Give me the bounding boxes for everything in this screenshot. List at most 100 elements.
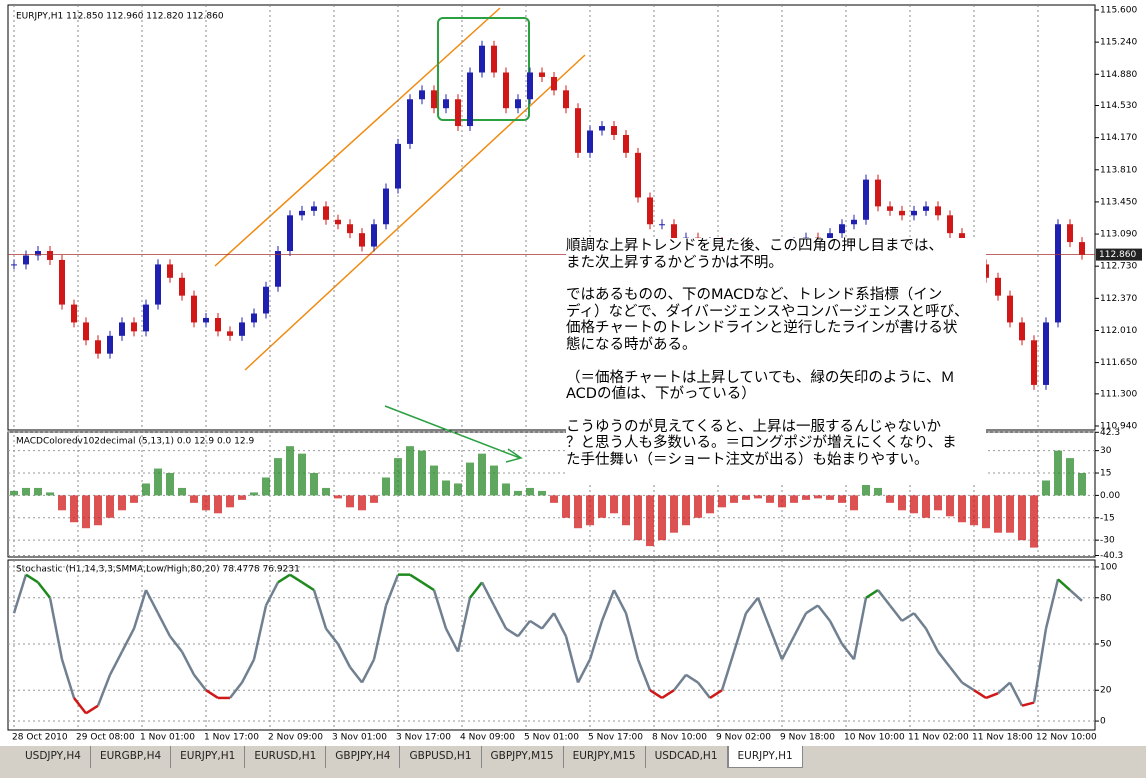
candle [551,76,557,91]
y-tick-label: -30 [1100,536,1115,546]
symbol-tab[interactable]: EURJPY,H1 [727,746,803,768]
macd-bar [58,495,66,511]
stoch-segment [973,689,987,699]
macd-bar [538,490,546,496]
y-tick-label: 112.730 [1100,262,1137,272]
macd-bar [346,495,354,508]
macd-bar [406,446,414,496]
stoch-segment [732,612,748,653]
macd-bar [706,495,714,514]
stoch-segment [889,604,903,622]
symbol-tab[interactable]: USDCAD,H1 [645,746,728,768]
candle [239,322,245,336]
macd-bar [166,473,174,496]
candle [575,108,581,153]
x-tick-label: 29 Oct 08:00 [76,733,135,743]
stoch-segment [937,650,951,668]
macd-bar [754,495,762,499]
candle [35,251,41,256]
stoch-segment [1069,589,1083,602]
macd-bar [910,495,918,514]
annotation-line: （＝価格チャートは上昇していても、緑の矢印のように、Ｍ [566,369,955,386]
y-tick-label: -40.3 [1100,551,1123,561]
annotation-line: た手仕舞い（＝ショート注文が出る）も始まりやすい。 [566,451,929,468]
stoch-segment [697,681,711,699]
candle [1043,322,1049,385]
stoch-segment [576,658,592,684]
candle [467,72,473,127]
tab-bar: USDJPY,H4 EURGBP,H4 EURJPY,H1 EURUSD,H1 GBPJ… [0,746,1146,768]
candle [383,188,389,225]
symbol-tab[interactable]: EURGBP,H4 [90,746,172,768]
candle [995,277,1001,296]
stoch-segment [564,635,580,683]
macd-bar [250,492,258,496]
annotation-line: ではあるものの、下のMACDなど、トレンド系指標（イン [566,287,943,304]
macd-bar [70,495,78,523]
macd-bar [130,495,138,503]
candle [947,215,953,234]
stoch-segment [264,581,280,607]
macd-bar [718,495,726,508]
stoch-segment [541,612,555,630]
y-tick-label: 42.3 [1100,428,1120,438]
symbol-tab[interactable]: USDJPY,H4 [16,746,91,768]
stoch-segment [193,674,207,692]
candle [935,206,941,216]
channel-line [214,7,501,267]
symbol-tab[interactable]: EURJPY,M15 [563,746,646,768]
macd-bar [478,453,486,496]
annotation-paragraph: （＝価格チャートは上昇していても、緑の矢印のように、Ｍ ACDの値は、下がっている… [566,370,986,403]
macd-bar [922,495,930,518]
stoch-segment [469,581,483,599]
annotation-line: ？と思う人も多数いる。＝ロングポジが増えにくくなり、ま [566,435,957,452]
candle [851,219,857,225]
x-tick-label: 4 Nov 09:00 [460,733,515,743]
stoch-segment [252,605,268,660]
x-tick-label: 28 Oct 2010 [12,733,68,743]
stoch-segment [205,689,219,699]
y-tick-label: 110.940 [1100,421,1137,431]
y-tick-label: 111.300 [1100,389,1137,399]
stoch-segment [865,589,879,599]
candle [899,210,905,216]
macd-bar [874,487,882,496]
macd-bar [1066,458,1074,496]
macd-bar [202,495,210,511]
stoch-segment [624,612,640,660]
stoch-segment [841,643,855,661]
stoch-segment [37,581,51,599]
candle [263,286,269,314]
symbol-tab[interactable]: GBPJPY,H4 [326,746,401,768]
macd-bar [502,483,510,496]
price-title: EURJPY,H1 112.850 112.960 112.820 112.86… [16,12,224,22]
symbol-tab[interactable]: GBPUSD,H1 [400,746,482,768]
symbol-tab[interactable]: EURUSD,H1 [245,746,327,768]
macd-bar [634,495,642,541]
stoch-segment [780,635,796,660]
candle [407,99,413,144]
candle [227,331,233,336]
stoch-segment [600,589,616,622]
stoch-segment [108,651,124,676]
macd-bar [82,495,90,529]
price-panel [7,4,1096,431]
candle [299,210,305,216]
candle [491,45,497,73]
macd-bar [322,487,330,496]
symbol-tab[interactable]: EURJPY,H1 [171,746,246,768]
stoch-segment [901,612,915,622]
y-tick-label: 114.880 [1100,70,1137,80]
candle [347,224,353,234]
candle [1019,322,1025,341]
stoch-segment [456,597,472,652]
x-tick-label: 1 Nov 01:00 [140,733,195,743]
stoch-segment [360,658,376,684]
stoch-segment [805,604,819,615]
symbol-tab[interactable]: GBPJPY,M15 [481,746,564,768]
y-tick-label: 100 [1100,562,1117,572]
macd-bar [886,495,894,503]
macd-bar [946,495,954,517]
annotation-line: 態になる時がある。 [566,336,697,353]
macd-bar [562,495,570,518]
